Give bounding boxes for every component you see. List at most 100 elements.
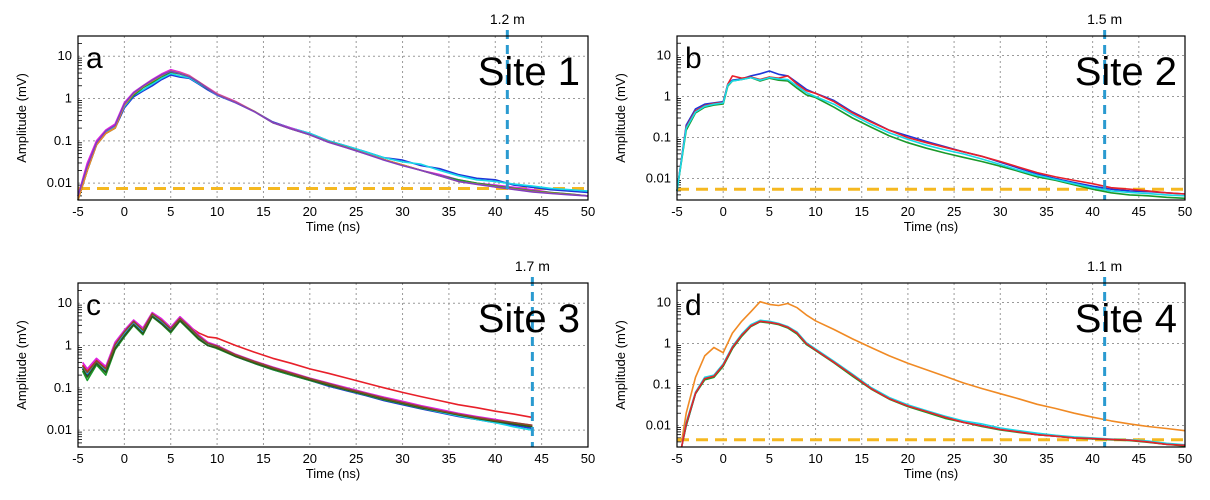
axes-frame bbox=[676, 35, 1186, 201]
panel-c: -5 0 5 10 15 20 25 30 35 40 45 50 0.01 0.1 1 10 1.7 m Tim… bbox=[14, 258, 595, 481]
axes-frame bbox=[77, 282, 589, 448]
x-tick-label: 5 bbox=[766, 451, 773, 466]
x-tick-label: 50 bbox=[1178, 451, 1192, 466]
x-tick-label: 30 bbox=[993, 204, 1007, 219]
x-tick-label: 10 bbox=[210, 451, 224, 466]
plot-area bbox=[677, 283, 1185, 447]
y-tick-label: 10 bbox=[58, 295, 72, 310]
y-tick-label: 0.01 bbox=[646, 171, 671, 186]
x-tick-label: 10 bbox=[808, 204, 822, 219]
y-tick-label: 10 bbox=[657, 48, 671, 63]
y-tick-label: 10 bbox=[58, 48, 72, 63]
axes-frame bbox=[676, 282, 1186, 448]
x-axis-label: Time (ns) bbox=[904, 219, 958, 234]
x-tick-label: -5 bbox=[671, 204, 683, 219]
x-tick-label: 40 bbox=[1085, 451, 1099, 466]
y-tick-label: 0.01 bbox=[47, 422, 72, 437]
y-tick-label: 0.1 bbox=[653, 377, 671, 392]
series-line-trace-6 bbox=[77, 70, 589, 197]
x-tick-label: 35 bbox=[1039, 204, 1053, 219]
y-tick-label: 1 bbox=[664, 89, 671, 104]
x-tick-label: 50 bbox=[581, 451, 595, 466]
y-axis-label: Amplitude (mV) bbox=[613, 320, 628, 410]
x-tick-label: 45 bbox=[534, 204, 548, 219]
x-tick-label: 20 bbox=[303, 451, 317, 466]
y-axis-label: Amplitude (mV) bbox=[613, 73, 628, 163]
y-tick-label: 10 bbox=[657, 295, 671, 310]
y-tick-label: 0.1 bbox=[653, 130, 671, 145]
y-axis-label: Amplitude (mV) bbox=[14, 73, 29, 163]
x-tick-label: -5 bbox=[72, 451, 84, 466]
x-tick-label: 35 bbox=[1039, 451, 1053, 466]
plot-area bbox=[78, 36, 588, 200]
x-tick-label: 40 bbox=[488, 204, 502, 219]
x-tick-label: 15 bbox=[854, 451, 868, 466]
y-tick-label: 1 bbox=[664, 336, 671, 351]
plot-area bbox=[78, 283, 588, 447]
marker-label: 1.5 m bbox=[1087, 11, 1122, 27]
y-tick-label: 0.01 bbox=[47, 175, 72, 190]
axes-frame bbox=[77, 35, 589, 201]
x-axis-label: Time (ns) bbox=[306, 466, 360, 481]
x-tick-label: 10 bbox=[808, 451, 822, 466]
x-tick-label: 15 bbox=[256, 204, 270, 219]
x-tick-label: 40 bbox=[488, 451, 502, 466]
x-tick-label: 50 bbox=[581, 204, 595, 219]
y-axis-label: Amplitude (mV) bbox=[14, 320, 29, 410]
x-tick-label: 15 bbox=[854, 204, 868, 219]
x-tick-label: 35 bbox=[442, 204, 456, 219]
x-tick-label: 35 bbox=[442, 451, 456, 466]
series-line-trace-4 bbox=[676, 76, 1186, 197]
x-tick-label: 5 bbox=[167, 204, 174, 219]
x-tick-label: 30 bbox=[993, 451, 1007, 466]
x-tick-label: 40 bbox=[1085, 204, 1099, 219]
panel-letter: b bbox=[685, 42, 702, 75]
x-tick-label: 0 bbox=[720, 451, 727, 466]
x-tick-label: 0 bbox=[720, 204, 727, 219]
site-label: Site 2 bbox=[1075, 50, 1177, 94]
x-tick-label: 25 bbox=[947, 451, 961, 466]
site-label: Site 4 bbox=[1075, 297, 1177, 341]
plot-area bbox=[677, 36, 1185, 200]
panel-letter: c bbox=[86, 289, 101, 322]
panel-letter: d bbox=[685, 289, 702, 322]
x-tick-label: -5 bbox=[671, 451, 683, 466]
x-tick-label: 20 bbox=[901, 451, 915, 466]
x-tick-label: 10 bbox=[210, 204, 224, 219]
x-tick-label: 20 bbox=[303, 204, 317, 219]
marker-label: 1.7 m bbox=[515, 258, 550, 274]
y-tick-label: 0.01 bbox=[646, 418, 671, 433]
panel-a: -5 0 5 10 15 20 25 30 35 40 45 50 0.01 0.1 1 10 1.2 m Tim… bbox=[14, 11, 595, 234]
panel-b: -5 0 5 10 15 20 25 30 35 40 45 50 0.01 0.1 1 10 1.5 m Tim… bbox=[613, 11, 1192, 234]
x-tick-label: 50 bbox=[1178, 204, 1192, 219]
y-tick-label: 1 bbox=[65, 91, 72, 106]
x-axis-label: Time (ns) bbox=[306, 219, 360, 234]
x-tick-label: 0 bbox=[121, 204, 128, 219]
x-tick-label: 25 bbox=[349, 451, 363, 466]
series-line-trace-7 bbox=[81, 312, 533, 427]
panel-letter: a bbox=[86, 42, 103, 75]
x-tick-label: 45 bbox=[534, 451, 548, 466]
y-tick-label: 0.1 bbox=[54, 380, 72, 395]
series-line-trace-4 bbox=[680, 320, 1186, 448]
y-tick-label: 0.1 bbox=[54, 133, 72, 148]
x-tick-label: 20 bbox=[901, 204, 915, 219]
x-tick-label: 25 bbox=[947, 204, 961, 219]
x-tick-label: 25 bbox=[349, 204, 363, 219]
x-tick-label: 45 bbox=[1132, 451, 1146, 466]
x-tick-label: 0 bbox=[121, 451, 128, 466]
panel-d: -5 0 5 10 15 20 25 30 35 40 45 50 0.01 0.1 1 10 1.1 m Tim… bbox=[613, 258, 1192, 481]
site-label: Site 1 bbox=[478, 50, 580, 94]
x-tick-label: 15 bbox=[256, 451, 270, 466]
x-tick-label: 45 bbox=[1132, 204, 1146, 219]
x-tick-label: 5 bbox=[167, 451, 174, 466]
x-tick-label: -5 bbox=[72, 204, 84, 219]
x-tick-label: 30 bbox=[395, 204, 409, 219]
marker-label: 1.1 m bbox=[1087, 258, 1122, 274]
site-label: Site 3 bbox=[478, 297, 580, 341]
x-tick-label: 5 bbox=[766, 204, 773, 219]
x-axis-label: Time (ns) bbox=[904, 466, 958, 481]
series-line-trace-orange bbox=[680, 300, 1186, 443]
